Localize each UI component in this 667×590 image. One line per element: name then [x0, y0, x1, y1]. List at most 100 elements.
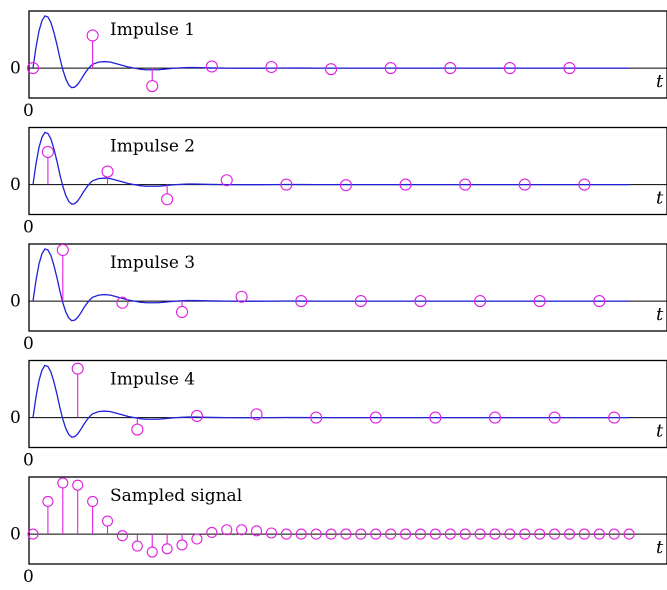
panel-3: Impulse 3 0 0 t — [10, 243, 667, 354]
sample-point — [87, 495, 99, 508]
sample-point — [533, 295, 546, 308]
sample-point — [116, 530, 128, 542]
sample-point — [578, 528, 590, 540]
sample-point — [26, 62, 40, 75]
panel-frame — [28, 10, 667, 99]
sample-point — [593, 295, 606, 308]
sample-point — [56, 243, 69, 257]
x-tick-label: 0 — [23, 567, 34, 587]
sample-point — [235, 290, 248, 303]
panel-frame — [28, 243, 667, 332]
panel-title: Impulse 4 — [110, 370, 195, 390]
sample-point — [340, 528, 352, 540]
y-tick-label: 0 — [10, 59, 21, 79]
sample-point — [280, 528, 292, 540]
sample-point — [489, 528, 501, 540]
x-axis-label: t — [656, 421, 664, 442]
sample-point — [206, 526, 218, 539]
panel-4: Impulse 4 0 0 t — [10, 359, 667, 471]
sample-point — [190, 409, 203, 423]
sample-point — [295, 528, 307, 540]
sample-point — [236, 524, 248, 536]
x-tick-label: 0 — [23, 101, 34, 121]
sample-point — [310, 411, 323, 424]
panel-title: Sampled signal — [110, 486, 242, 506]
sample-point — [116, 296, 129, 309]
sample-point — [369, 411, 382, 424]
sample-point — [250, 525, 263, 537]
sample-point — [27, 528, 39, 540]
sample-point — [86, 29, 99, 42]
x-axis-label: t — [656, 304, 664, 325]
sample-point — [593, 528, 605, 540]
sample-point — [459, 528, 471, 540]
panel-5: Sampled signal 0 0 t — [10, 476, 667, 587]
sample-point — [265, 60, 278, 74]
sample-point — [414, 528, 427, 540]
sample-point — [623, 528, 635, 540]
sample-point — [41, 145, 54, 159]
response-curve — [32, 248, 630, 322]
y-tick-label: 0 — [10, 175, 21, 195]
sample-point — [488, 411, 502, 424]
sample-point — [280, 178, 293, 191]
panel-frame — [28, 126, 667, 216]
sample-point — [429, 528, 441, 540]
sample-point — [548, 411, 561, 424]
sample-point — [265, 527, 277, 539]
sample-point — [146, 546, 158, 558]
sample-point — [310, 528, 322, 540]
panel-title: Impulse 3 — [110, 253, 195, 273]
sample-point — [578, 178, 591, 191]
panel-frame — [28, 359, 667, 449]
sample-point — [161, 193, 174, 206]
sample-point — [519, 528, 531, 540]
y-tick-label: 0 — [10, 525, 21, 545]
sample-point — [191, 533, 203, 545]
sample-point — [444, 528, 456, 540]
response-curve — [32, 15, 630, 89]
sample-point — [221, 524, 233, 536]
sample-point — [175, 305, 189, 319]
panel-title: Impulse 1 — [110, 20, 195, 40]
response-curve — [32, 364, 630, 438]
x-tick-label: 0 — [23, 451, 34, 471]
x-axis-label: t — [656, 188, 664, 209]
sample-point — [42, 495, 54, 508]
sample-point — [71, 362, 84, 375]
sample-point — [295, 295, 308, 308]
sample-point — [549, 528, 561, 540]
sample-point — [474, 295, 487, 308]
sample-point — [339, 179, 353, 192]
sample-point — [385, 528, 397, 540]
sample-point — [384, 62, 397, 75]
sample-point — [354, 295, 367, 308]
sample-point — [176, 539, 188, 551]
sample-point — [518, 178, 531, 191]
sample-point — [534, 528, 546, 540]
sample-point — [608, 528, 620, 540]
sample-point — [325, 528, 337, 540]
sample-point — [250, 408, 263, 421]
x-tick-label: 0 — [23, 334, 34, 354]
sample-point — [57, 477, 69, 489]
sample-point — [474, 528, 486, 540]
sample-point — [563, 62, 576, 75]
y-tick-label: 0 — [10, 408, 21, 428]
sample-point — [72, 479, 84, 491]
sample-point — [101, 165, 114, 178]
y-tick-label: 0 — [10, 292, 21, 312]
x-tick-label: 0 — [23, 218, 34, 238]
sample-point — [429, 411, 442, 424]
panel-title: Impulse 2 — [110, 137, 195, 157]
sample-point — [220, 174, 233, 187]
sample-point — [325, 63, 338, 76]
panel-1: Impulse 1 0 0 t — [10, 10, 667, 121]
sample-point — [355, 528, 367, 540]
sample-point — [444, 62, 457, 75]
panel-2: Impulse 2 0 0 t — [10, 126, 667, 238]
panel-frame — [28, 476, 667, 565]
sample-point — [459, 178, 472, 191]
sample-point — [131, 540, 143, 552]
